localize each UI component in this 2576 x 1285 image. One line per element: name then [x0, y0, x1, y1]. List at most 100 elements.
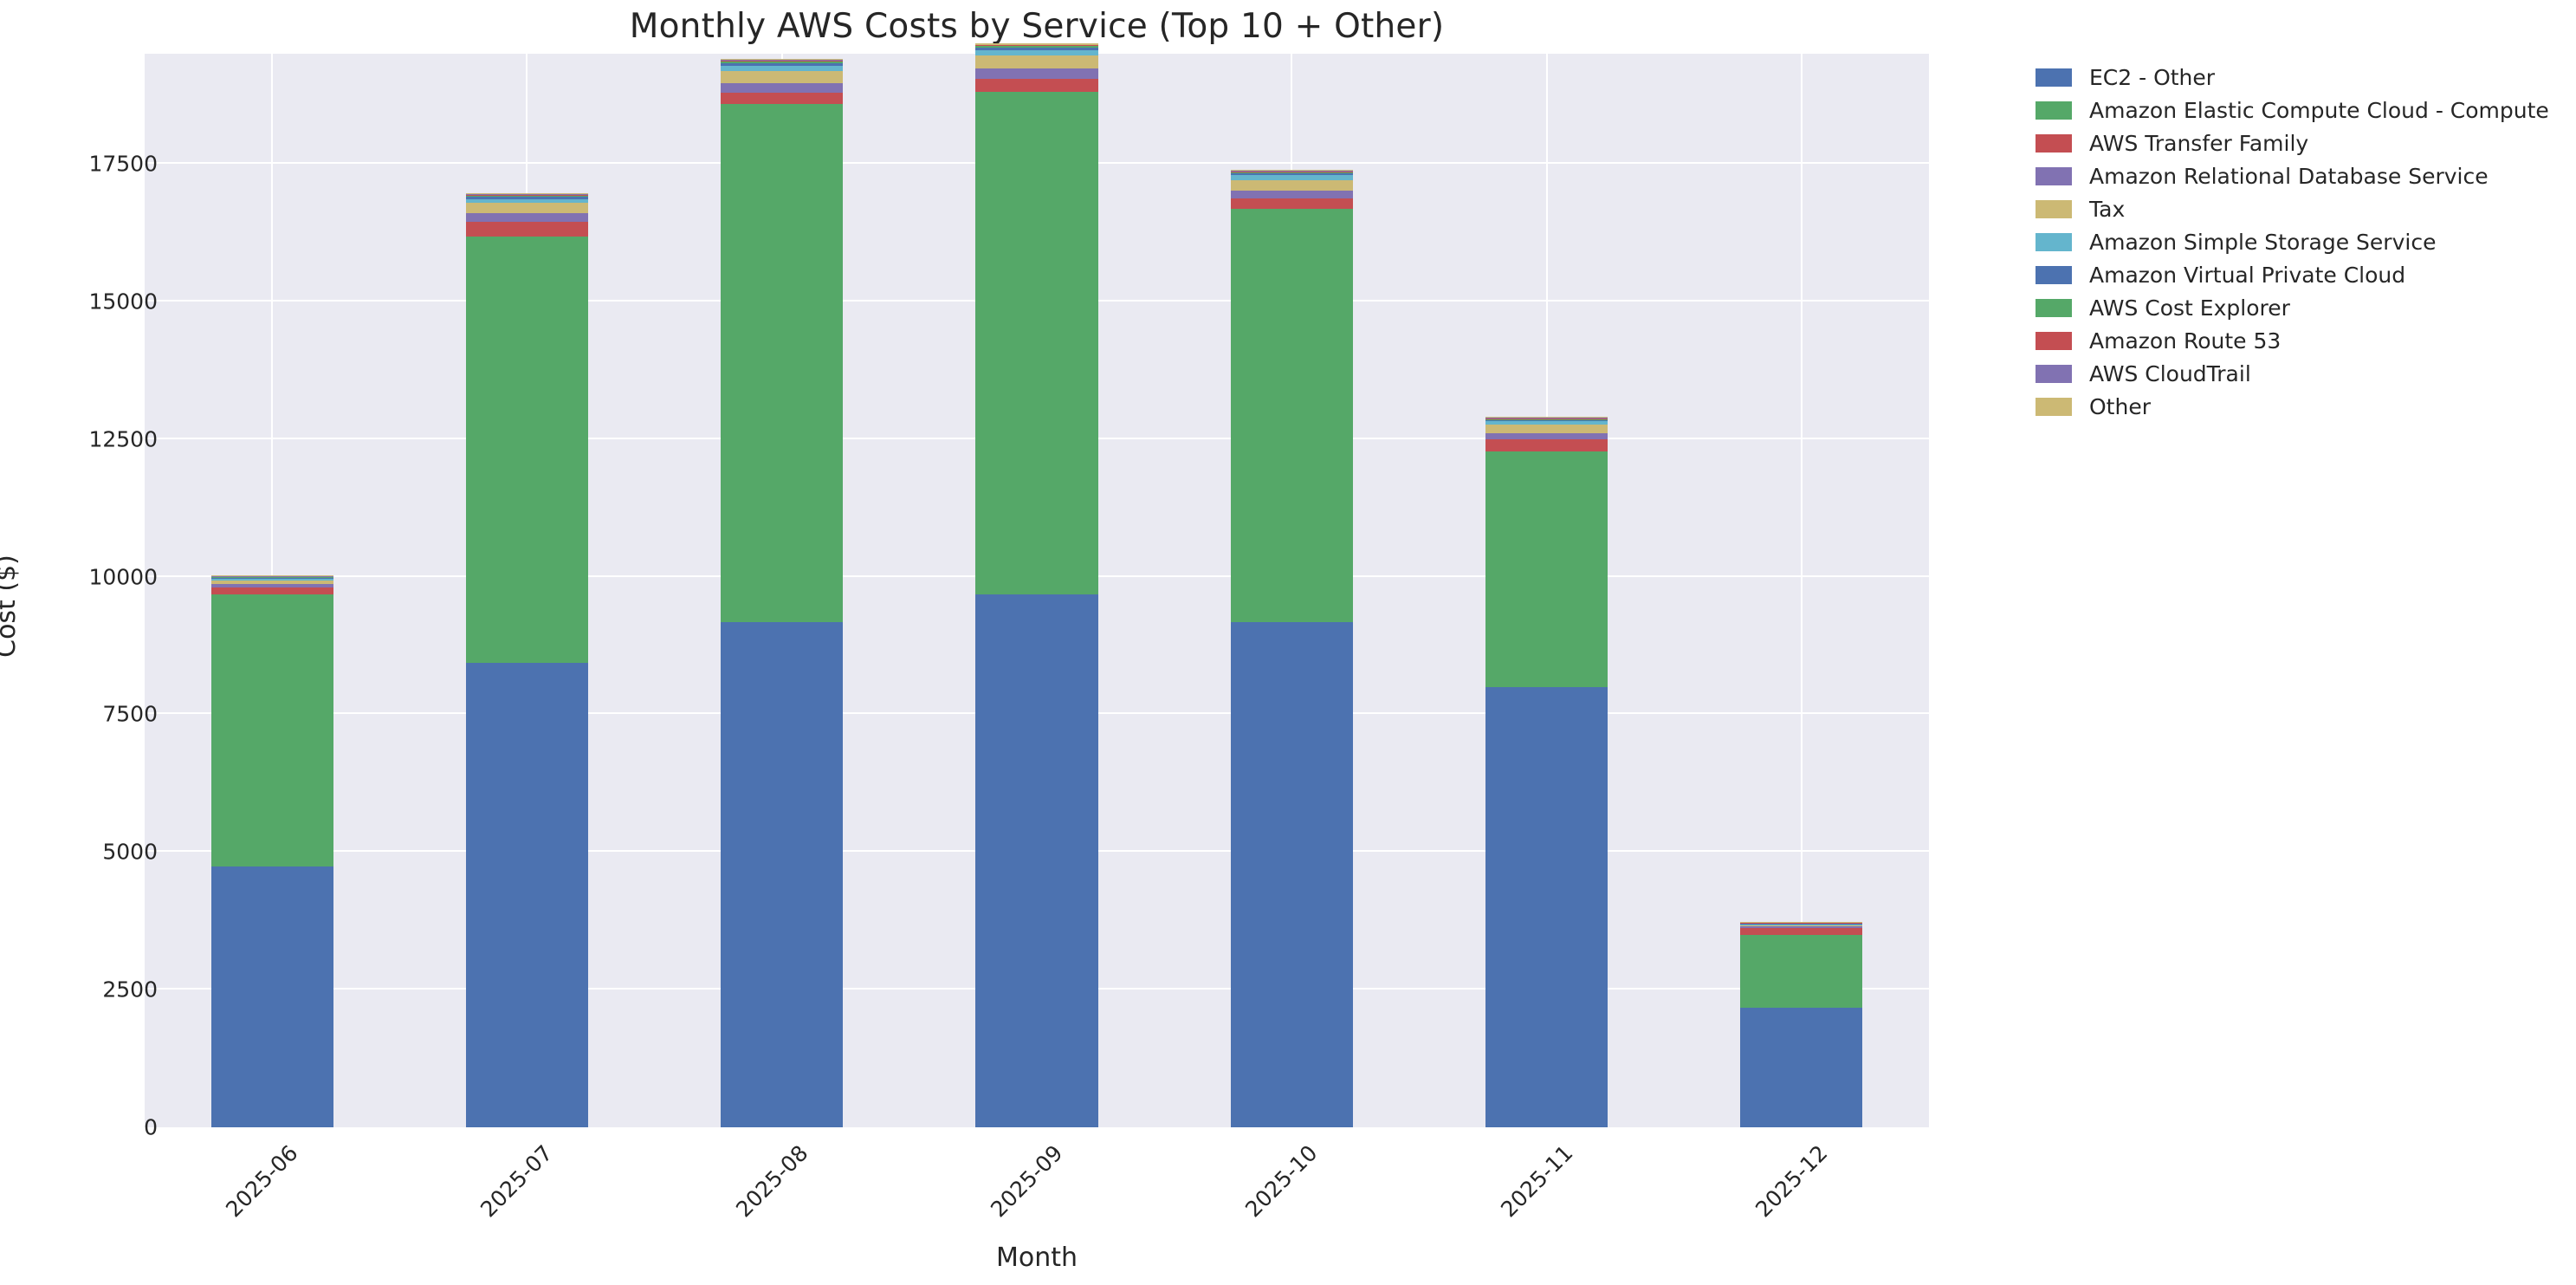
bar-segment[interactable]	[210, 866, 333, 1127]
bar-segment[interactable]	[1740, 928, 1863, 935]
bar-segment[interactable]	[210, 576, 333, 578]
bar-segment[interactable]	[721, 93, 844, 104]
bar-segment[interactable]	[975, 46, 1098, 49]
bar-segment[interactable]	[1485, 425, 1608, 433]
bar-segment[interactable]	[210, 583, 333, 588]
bar-segment[interactable]	[721, 62, 844, 63]
bar-segment[interactable]	[465, 212, 589, 223]
bar-segment[interactable]	[1740, 923, 1863, 925]
bar-segment[interactable]	[1740, 922, 1863, 924]
bar-group[interactable]	[721, 58, 844, 1127]
bar-segment[interactable]	[1230, 172, 1353, 173]
bar-segment[interactable]	[1485, 419, 1608, 420]
bar-segment[interactable]	[1230, 172, 1353, 176]
bar-segment[interactable]	[1485, 438, 1608, 452]
bar-segment[interactable]	[975, 594, 1098, 1127]
bar-segment[interactable]	[465, 193, 589, 195]
bar-segment[interactable]	[210, 594, 333, 867]
bar-segment[interactable]	[1485, 687, 1608, 1127]
y-tick-label: 17500	[88, 151, 158, 177]
bar-segment[interactable]	[721, 62, 844, 66]
y-tick-label: 7500	[102, 701, 158, 727]
bar-segment[interactable]	[465, 222, 589, 237]
legend-swatch-icon	[2036, 265, 2072, 284]
bar-segment[interactable]	[975, 42, 1098, 45]
legend-item[interactable]: Amazon Relational Database Service	[2036, 159, 2573, 192]
bar-segment[interactable]	[1740, 925, 1863, 927]
bar-segment[interactable]	[210, 587, 333, 594]
bar-segment[interactable]	[975, 50, 1098, 55]
bar-segment[interactable]	[1485, 417, 1608, 419]
bar-segment[interactable]	[721, 622, 844, 1127]
legend-item[interactable]: AWS Cost Explorer	[2036, 291, 2573, 324]
bar-segment[interactable]	[465, 193, 589, 195]
bar-segment[interactable]	[1485, 432, 1608, 439]
bar-segment[interactable]	[210, 579, 333, 581]
bar-segment[interactable]	[975, 55, 1098, 69]
legend-item[interactable]: Tax	[2036, 192, 2573, 225]
bar-segment[interactable]	[721, 103, 844, 623]
bar-segment[interactable]	[465, 203, 589, 213]
bar-segment[interactable]	[721, 66, 844, 71]
bar-group[interactable]	[465, 193, 589, 1127]
bar-segment[interactable]	[465, 663, 589, 1127]
legend-swatch-icon	[2036, 364, 2072, 383]
legend-item[interactable]: AWS CloudTrail	[2036, 357, 2573, 390]
bar-segment[interactable]	[975, 44, 1098, 46]
bar-segment[interactable]	[1485, 419, 1608, 422]
bar-segment[interactable]	[975, 48, 1098, 51]
bar-segment[interactable]	[210, 581, 333, 584]
legend-item[interactable]: EC2 - Other	[2036, 61, 2573, 94]
bar-segment[interactable]	[1485, 417, 1608, 419]
bar-segment[interactable]	[721, 61, 844, 62]
legend-item[interactable]: Other	[2036, 390, 2573, 423]
bar-segment[interactable]	[1740, 934, 1863, 1008]
legend-item[interactable]: Amazon Elastic Compute Cloud - Compute	[2036, 94, 2573, 127]
bar-group[interactable]	[210, 575, 333, 1127]
bar-segment[interactable]	[1230, 170, 1353, 172]
y-tick-label: 15000	[88, 289, 158, 315]
bar-group[interactable]	[975, 42, 1098, 1127]
y-tick-label: 10000	[88, 564, 158, 590]
legend-item-label: EC2 - Other	[2089, 64, 2216, 90]
bar-segment[interactable]	[210, 576, 333, 578]
legend-item-label: Other	[2089, 393, 2151, 419]
legend-item[interactable]: AWS Transfer Family	[2036, 127, 2573, 159]
bar-segment[interactable]	[465, 194, 589, 196]
bar-segment[interactable]	[465, 236, 589, 664]
bar-segment[interactable]	[1230, 621, 1353, 1127]
bar-segment[interactable]	[465, 197, 589, 199]
bar-segment[interactable]	[1485, 421, 1608, 425]
bar-segment[interactable]	[975, 45, 1098, 47]
bar-segment[interactable]	[1230, 179, 1353, 191]
bar-segment[interactable]	[721, 58, 844, 61]
bar-segment[interactable]	[1740, 1007, 1863, 1127]
bar-segment[interactable]	[975, 92, 1098, 594]
legend-item-label: Amazon Route 53	[2089, 328, 2282, 354]
bar-group[interactable]	[1740, 922, 1863, 1127]
x-tick-label: 2025-11	[1495, 1140, 1578, 1223]
bar-segment[interactable]	[1230, 169, 1353, 172]
bar-group[interactable]	[1485, 417, 1608, 1127]
legend-item[interactable]: Amazon Simple Storage Service	[2036, 225, 2573, 258]
bar-segment[interactable]	[465, 198, 589, 204]
bar-segment[interactable]	[721, 83, 844, 94]
bar-segment[interactable]	[1230, 198, 1353, 210]
bar-segment[interactable]	[1485, 451, 1608, 688]
bar-segment[interactable]	[1740, 926, 1863, 928]
bar-segment[interactable]	[975, 68, 1098, 79]
bar-segment[interactable]	[1230, 209, 1353, 622]
bar-segment[interactable]	[721, 70, 844, 84]
legend-item[interactable]: Amazon Virtual Private Cloud	[2036, 258, 2573, 291]
bar-segment[interactable]	[975, 78, 1098, 93]
bar-segment[interactable]	[1230, 175, 1353, 180]
bar-segment[interactable]	[1230, 191, 1353, 199]
bar-segment[interactable]	[210, 577, 333, 580]
x-tick-label: 2025-12	[1750, 1140, 1833, 1223]
bar-segment[interactable]	[210, 575, 333, 577]
bar-group[interactable]	[1230, 169, 1353, 1127]
legend-item[interactable]: Amazon Route 53	[2036, 324, 2573, 357]
bar-segment[interactable]	[721, 60, 844, 62]
bar-segment[interactable]	[465, 195, 589, 198]
y-tick-label: 2500	[102, 977, 158, 1003]
